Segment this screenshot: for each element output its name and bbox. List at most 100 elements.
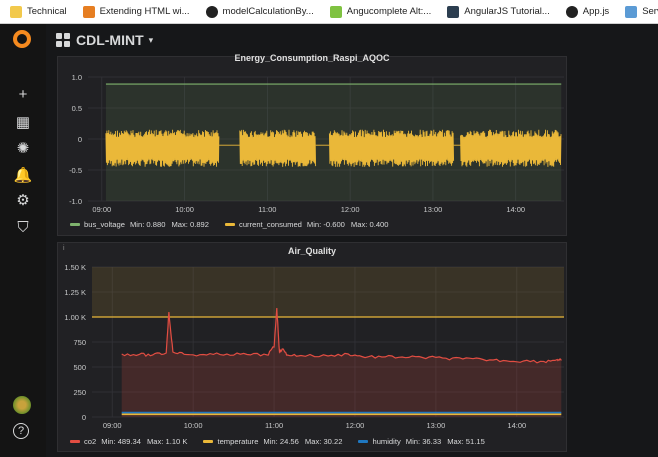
legend-name: humidity (372, 437, 401, 446)
bookmark-item[interactable]: Service vs Fact (625, 5, 658, 18)
bookmark-item[interactable]: Angucomplete Alt:... (329, 5, 431, 18)
help-icon[interactable]: ? (13, 423, 29, 439)
bookmark-item[interactable]: Technical (10, 5, 67, 18)
y-tick-label: 0.5 (72, 104, 82, 113)
bookmark-label: Service vs Fact (642, 6, 658, 17)
bookmark-label: AngularJS Tutorial... (464, 6, 550, 17)
x-tick-label: 12:00 (341, 205, 360, 214)
legend-swatch (225, 223, 236, 226)
legend-max: Max: 51.15 (447, 437, 485, 446)
angular-icon (329, 5, 342, 18)
x-tick-label: 09:00 (92, 205, 111, 214)
legend-swatch (70, 223, 80, 226)
air-quality-panel: i Air_Quality 1.50 K 1.25 K 1.00 K 750 500 25… (57, 242, 567, 452)
bookmark-label: App.js (582, 6, 610, 17)
threshold-area (92, 267, 564, 317)
bookmark-item[interactable]: App.js (565, 5, 610, 18)
github-icon (565, 5, 578, 18)
avatar[interactable] (13, 396, 31, 414)
folder-icon (10, 5, 22, 18)
energy-chart[interactable]: 1.0 0.5 0 -0.5 -1.0 09:00 10:00 11:00 12:00 13:00… (58, 61, 566, 219)
legend-min: Min: 489.34 (101, 437, 141, 446)
dashboard-header: CDL-MINT ▾ (46, 24, 658, 56)
legend-item[interactable]: bus_voltage Min: 0.880 Max: 0.892 (70, 220, 215, 229)
site-icon (82, 5, 95, 18)
current-consumed-segment[interactable] (328, 129, 455, 167)
y-tick-label: 1.00 K (64, 313, 86, 322)
dashboards-icon[interactable]: ▦ (15, 114, 31, 131)
panel-title[interactable]: Energy_Consumption_Raspi_AQOC (234, 53, 390, 63)
explore-icon[interactable]: ✺ (16, 140, 30, 157)
air-quality-legend: co2 Min: 489.34 Max: 1.10 K temperature Min:… (70, 437, 501, 446)
y-tick-label: -1.0 (69, 197, 82, 206)
y-tick-label: 750 (73, 338, 86, 347)
legend-max: Max: 30.22 (304, 437, 343, 446)
current-consumed-segment[interactable] (239, 129, 317, 167)
bookmark-label: modelCalculationBy... (222, 6, 314, 17)
energy-panel: Energy_Consumption_Raspi_AQOC 1.0 0.5 0 -0.… (57, 53, 567, 236)
y-tick-label: 1.50 K (64, 263, 86, 272)
stack-icon (625, 5, 638, 18)
bookmark-item[interactable]: AngularJS Tutorial... (447, 5, 550, 18)
x-tick-label: 12:00 (346, 421, 365, 430)
legend-min: Min: 36.33 (405, 437, 442, 446)
plus-icon[interactable]: + (18, 85, 28, 103)
gear-icon[interactable]: ⚙ (16, 192, 30, 209)
y-tick-label: 0 (82, 413, 86, 422)
github-icon (205, 5, 218, 18)
grafana-logo-icon[interactable] (13, 30, 31, 48)
panel-title[interactable]: Air_Quality (287, 246, 336, 256)
bell-icon[interactable]: 🔔 (13, 167, 33, 184)
legend-max: Max: 0.400 (350, 220, 389, 229)
current-consumed-segment[interactable] (105, 129, 220, 167)
x-tick-label: 13:00 (424, 205, 443, 214)
bookmark-item[interactable]: Extending HTML wi... (82, 5, 190, 18)
x-tick-label: 13:00 (426, 421, 445, 430)
legend-item[interactable]: temperature Min: 24.56 Max: 30.22 (203, 437, 348, 446)
y-tick-label: -0.5 (69, 166, 82, 175)
bookmark-label: Technical (27, 6, 67, 17)
legend-name: co2 (84, 437, 97, 446)
chevron-down-icon[interactable]: ▾ (148, 34, 154, 45)
bookmark-item[interactable]: modelCalculationBy... (205, 5, 314, 18)
bookmark-label: Extending HTML wi... (99, 6, 190, 17)
legend-name: current_consumed (239, 220, 302, 229)
x-tick-label: 10:00 (184, 421, 203, 430)
x-tick-label: 14:00 (507, 421, 526, 430)
current-consumed-segment[interactable] (460, 129, 562, 167)
info-icon[interactable]: i (63, 245, 65, 252)
y-tick-label: 0 (78, 135, 82, 144)
y-tick-label: 250 (73, 388, 86, 397)
legend-min: Min: -0.600 (306, 220, 345, 229)
shield-icon[interactable]: ⛉ (17, 218, 29, 236)
air-quality-chart[interactable]: 1.50 K 1.25 K 1.00 K 750 500 250 0 09:00 10:00 11… (58, 257, 566, 442)
energy-legend: bus_voltage Min: 0.880 Max: 0.892 current_c… (70, 220, 405, 229)
co2-line[interactable] (121, 307, 562, 364)
x-tick-label: 10:00 (175, 205, 194, 214)
legend-name: temperature (217, 437, 259, 446)
legend-item[interactable]: co2 Min: 489.34 Max: 1.10 K (70, 437, 193, 446)
legend-swatch (358, 440, 369, 443)
legend-max: Max: 1.10 K (146, 437, 188, 446)
legend-min: Min: 0.880 (129, 220, 166, 229)
co2-area (121, 308, 562, 417)
x-tick-label: 11:00 (258, 205, 276, 214)
y-tick-label: 500 (73, 363, 86, 372)
legend-item[interactable]: current_consumed Min: -0.600 Max: 0.400 (225, 220, 394, 229)
legend-item[interactable]: humidity Min: 36.33 Max: 51.15 (358, 437, 490, 446)
legend-name: bus_voltage (84, 220, 125, 229)
bookmarks-bar: Technical Extending HTML wi... modelCalcul… (0, 0, 658, 24)
y-tick-label: 1.25 K (64, 288, 86, 297)
tutorial-icon (447, 5, 460, 18)
legend-min: Min: 24.56 (263, 437, 299, 446)
dashboard-title[interactable]: CDL-MINT (76, 32, 144, 48)
sidebar: + ▦ ✺ 🔔 ⚙ ⛉? (0, 24, 46, 457)
legend-max: Max: 0.892 (171, 220, 210, 229)
x-tick-label: 11:00 (265, 421, 283, 430)
dashboards-icon[interactable] (56, 33, 70, 47)
legend-swatch (70, 440, 80, 443)
y-tick-label: 1.0 (72, 73, 82, 82)
x-tick-label: 09:00 (103, 421, 122, 430)
x-tick-label: 14:00 (506, 205, 525, 214)
legend-swatch (203, 440, 214, 443)
